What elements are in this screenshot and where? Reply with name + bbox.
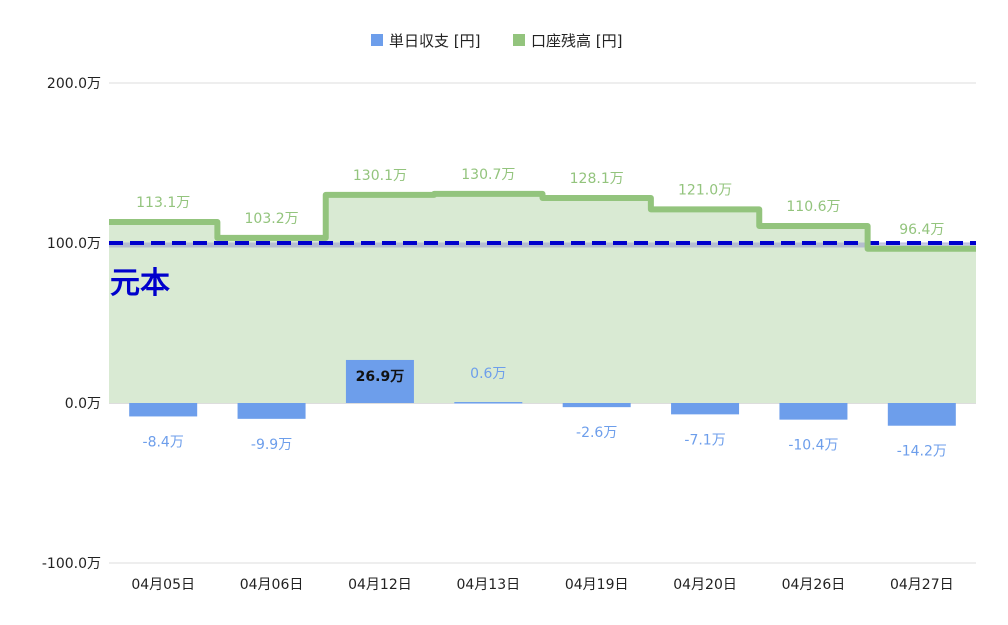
daily-data-label: -7.1万 (684, 432, 725, 448)
legend: 単日収支 [円] 口座残高 [円] (371, 32, 622, 50)
y-tick-label: 100.0万 (47, 236, 101, 252)
legend-label-daily: 単日収支 [円] (389, 32, 480, 50)
y-tick-label: 200.0万 (47, 76, 101, 92)
daily-data-label: -14.2万 (897, 444, 947, 460)
balance-data-label: 96.4万 (899, 222, 944, 238)
bar-daily (345, 359, 414, 403)
balance-area (109, 193, 976, 403)
x-tick-label: 04月05日 (131, 577, 195, 593)
x-tick-label: 04月13日 (456, 577, 520, 593)
reference-line-label: 元本 (110, 266, 170, 301)
x-tick-label: 04月19日 (565, 577, 629, 593)
daily-data-label: -10.4万 (788, 438, 838, 454)
data-labels: 113.1万 103.2万 130.1万 130.7万 128.1万 121.0万 110.… (136, 167, 947, 460)
balance-data-label: 130.1万 (353, 168, 407, 184)
bar-daily (671, 403, 740, 415)
bar-daily (779, 403, 848, 420)
daily-data-label: -8.4万 (143, 434, 184, 450)
bar-daily (129, 403, 198, 417)
balance-data-label: 113.1万 (136, 195, 190, 211)
balance-data-label: 110.6万 (786, 199, 840, 215)
bars (129, 359, 956, 426)
legend-label-balance: 口座残高 [円] (531, 32, 622, 50)
y-tick-label: -100.0万 (42, 556, 101, 572)
balance-data-label: 121.0万 (678, 182, 732, 198)
balance-area-fill (109, 193, 976, 403)
daily-data-label: -2.6万 (576, 425, 617, 441)
x-axis: 04月05日 04月06日 04月12日 04月13日 04月19日 04月20日 04月2… (131, 577, 953, 593)
x-tick-label: 04月12日 (348, 577, 412, 593)
daily-data-label: 26.9万 (356, 369, 405, 385)
legend-swatch-daily (371, 34, 383, 46)
balance-line-group (109, 190, 976, 252)
y-axis: -100.0万 0.0万 100.0万 200.0万 (42, 76, 101, 572)
x-tick-label: 04月06日 (240, 577, 304, 593)
balance-data-label: 103.2万 (245, 211, 299, 227)
legend-swatch-balance (513, 34, 525, 46)
x-tick-label: 04月20日 (673, 577, 737, 593)
y-tick-label: 0.0万 (65, 396, 101, 412)
x-tick-label: 04月26日 (782, 577, 846, 593)
bar-daily (562, 403, 631, 408)
reference-line-group: 元本 (109, 241, 976, 301)
bar-daily (454, 402, 523, 404)
balance-data-label: 130.7万 (461, 167, 515, 183)
balance-data-label: 128.1万 (570, 171, 624, 187)
daily-data-label: 0.6万 (470, 366, 506, 382)
balance-line (109, 190, 976, 252)
x-tick-label: 04月27日 (890, 577, 954, 593)
bar-daily (237, 403, 306, 419)
bar-daily (887, 403, 956, 426)
daily-data-label: -9.9万 (251, 437, 292, 453)
